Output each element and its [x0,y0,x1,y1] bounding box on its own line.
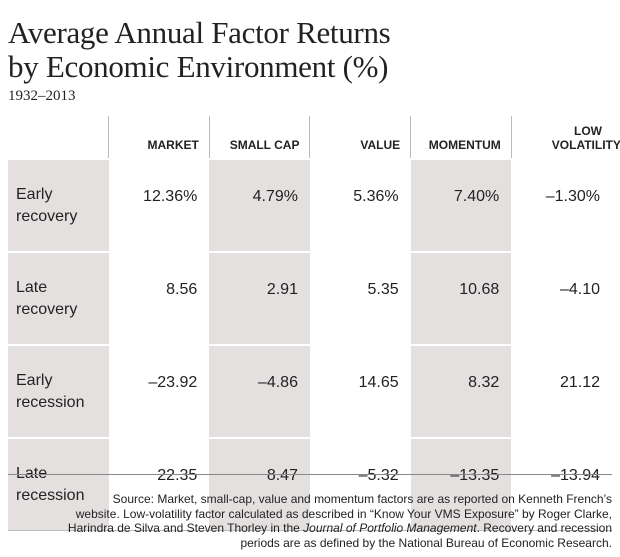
row-label: Early recession [8,344,109,439]
cell: 5.35 [309,251,411,346]
cell: 7.40% [410,158,512,253]
cell: 12.36% [108,158,210,253]
cell: 8.32 [410,344,512,439]
row: Early recovery 12.36% 4.79% 5.36% 7.40% –1.30… [8,158,612,253]
title-line: Average Annual Factor Returns [8,15,391,50]
cell: –5.32 [309,437,411,531]
title-line: by Economic Environment (%) [8,49,389,84]
cell: –13.94 [511,437,612,531]
source-text: Source: Market, small-cap, value and mom… [112,492,612,506]
row: Late recession 22.35 8.47 –5.32 –13.35 –13.94 [8,437,612,531]
column-header: SMALL CAP [208,116,310,160]
source-text: Journal of Portfolio Management [303,521,477,535]
row: Early recession –23.92 –4.86 14.65 8.32 21.12 [8,344,612,439]
header-row: MARKET SMALL CAP VALUE MOMENTUM LOW VOLATILI… [8,116,620,160]
column-header: VALUE [309,116,411,160]
row-label: Late recovery [8,251,109,346]
cell: –4.10 [511,251,612,346]
rule [8,474,612,475]
cell: 4.79% [209,158,310,253]
column-header: LOW VOLATILITY [510,116,620,160]
source-line: Source: Market, small-cap, value and mom… [68,492,612,507]
cell: –4.86 [209,344,310,439]
cell: 8.56 [108,251,210,346]
corner [8,116,109,160]
column-header: MARKET [108,116,210,160]
title: Average Annual Factor Returns by Economic… [8,15,391,84]
subtitle: 1932–2013 [8,88,76,104]
source-text: periods are as defined by the National B… [240,535,612,550]
cell: 8.47 [209,437,310,531]
source-text: Harindra de Silva and Steven Thorley in … [67,521,304,535]
cell: 2.91 [209,251,310,346]
source-line: Harindra de Silva and Steven Thorley in … [68,521,612,536]
cell: –23.92 [108,344,210,439]
cell: 22.35 [108,437,210,531]
source: Source: Market, small-cap, value and mom… [68,492,612,550]
source-text: website. Low-volatility factor calculate… [75,506,612,521]
source-text: . Recovery and recession [476,521,612,535]
cell: 21.12 [511,344,612,439]
source-line: periods are as defined by the National B… [68,536,612,551]
cell: 5.36% [309,158,411,253]
cell: 14.65 [309,344,411,439]
cell: –13.35 [410,437,512,531]
row-label: Late recession [8,437,109,531]
returns-table: MARKET SMALL CAP VALUE MOMENTUM LOW VOLATILI… [8,116,620,531]
source-line: website. Low-volatility factor calculate… [68,507,612,522]
cell: –1.30% [511,158,612,253]
cell: 10.68 [410,251,512,346]
column-header: MOMENTUM [410,116,512,160]
row: Late recovery 8.56 2.91 5.35 10.68 –4.10 [8,251,612,346]
row-label: Early recovery [8,158,109,253]
